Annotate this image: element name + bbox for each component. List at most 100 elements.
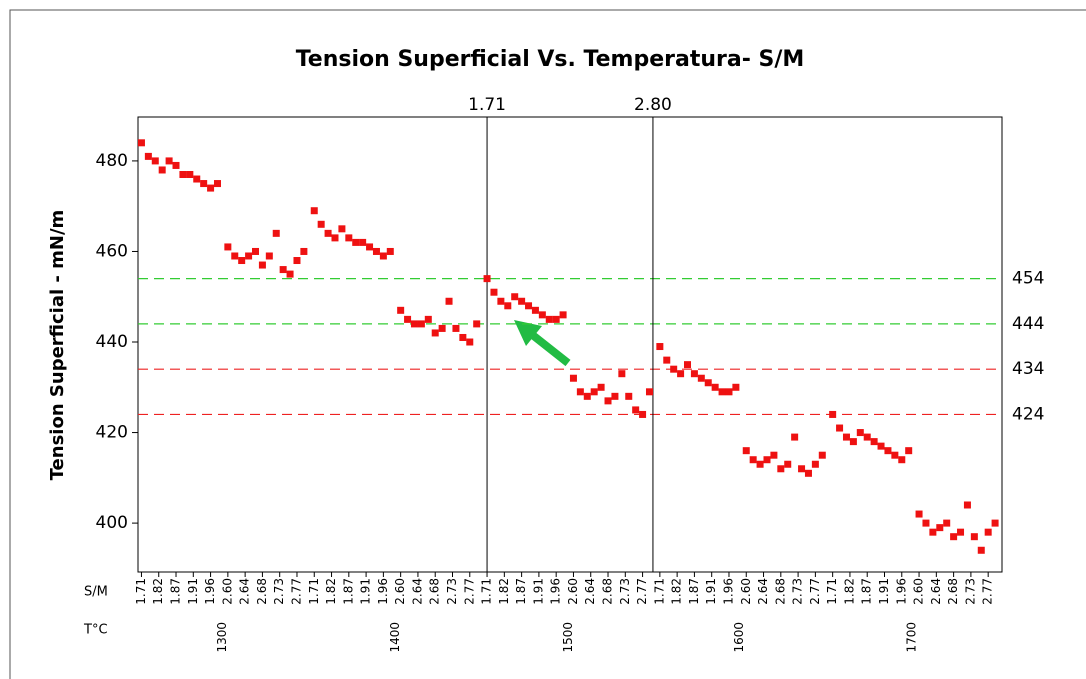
x-tick-label: 2.68 — [773, 578, 787, 605]
x-tick-label: 2.77 — [808, 578, 822, 605]
point — [279, 266, 287, 274]
point — [379, 252, 387, 260]
point — [632, 406, 640, 414]
x-tick-label: 1.96 — [721, 578, 735, 605]
point — [645, 388, 653, 396]
point — [604, 397, 612, 405]
point — [732, 383, 740, 391]
x-tick-label: 1.71 — [307, 578, 321, 605]
point — [770, 451, 778, 459]
point — [310, 207, 318, 215]
x-tick-label: 2.68 — [428, 578, 442, 605]
x-tick-label: 2.73 — [791, 578, 805, 605]
point — [690, 370, 698, 378]
point — [511, 293, 519, 301]
point — [704, 379, 712, 387]
y-tick-label: 480 — [96, 151, 128, 171]
point — [922, 519, 930, 527]
x-tick-label: 2.64 — [583, 578, 597, 605]
point — [200, 180, 208, 188]
point — [711, 383, 719, 391]
point — [625, 392, 633, 400]
point — [504, 302, 512, 310]
x-tick-label: 1.91 — [359, 578, 373, 605]
point — [639, 410, 647, 418]
point — [324, 229, 332, 237]
point — [158, 166, 166, 174]
reference-label: 434 — [1012, 359, 1044, 379]
reference-label: 2.80 — [634, 95, 672, 115]
point — [811, 460, 819, 468]
point — [151, 157, 159, 165]
point — [977, 546, 985, 554]
reference-label: 1.71 — [468, 95, 506, 115]
point — [300, 247, 308, 255]
point — [213, 180, 221, 188]
point — [397, 306, 405, 314]
y-tick-label: 440 — [96, 332, 128, 352]
point — [137, 139, 145, 147]
point — [366, 243, 374, 251]
x-tick-label: 1.87 — [514, 578, 528, 605]
point — [763, 456, 771, 464]
point — [984, 528, 992, 536]
point — [863, 433, 871, 441]
point — [877, 442, 885, 450]
x-tick-label: 1.71 — [825, 578, 839, 605]
point — [915, 510, 923, 518]
point — [804, 469, 812, 477]
x-tick-label: 1.87 — [687, 578, 701, 605]
x-tick-label: 1.91 — [877, 578, 891, 605]
point — [552, 315, 560, 323]
point — [179, 170, 187, 178]
x-tick-label: 2.77 — [635, 578, 649, 605]
x-tick-label: 1.82 — [497, 578, 511, 605]
point — [193, 175, 201, 183]
point — [545, 315, 553, 323]
x-tick-label: 2.60 — [912, 578, 926, 605]
point — [818, 451, 826, 459]
point — [518, 297, 526, 305]
point — [424, 315, 432, 323]
point — [286, 270, 294, 278]
point — [663, 356, 671, 364]
x-tick-label: 2.77 — [462, 578, 476, 605]
x-tick-label: 2.64 — [756, 578, 770, 605]
point — [466, 338, 474, 346]
x2-tick-label: 1400 — [388, 622, 402, 653]
x-tick-label: 2.60 — [566, 578, 580, 605]
reference-label: 454 — [1012, 269, 1044, 289]
x2-tick-label: 1600 — [732, 622, 746, 653]
point — [538, 311, 546, 319]
point — [697, 374, 705, 382]
x-tick-label: 2.64 — [238, 578, 252, 605]
point — [677, 370, 685, 378]
point — [459, 333, 467, 341]
x-tick-label: 1.87 — [860, 578, 874, 605]
x-tick-label: 2.64 — [410, 578, 424, 605]
point — [186, 170, 194, 178]
point — [483, 275, 491, 283]
point — [531, 306, 539, 314]
point — [165, 157, 173, 165]
point — [929, 528, 937, 536]
point — [777, 465, 785, 473]
point — [445, 297, 453, 305]
x2-tick-label: 1300 — [215, 622, 229, 653]
point — [272, 229, 280, 237]
point — [597, 383, 605, 391]
point — [490, 288, 498, 296]
point — [798, 465, 806, 473]
point — [172, 161, 180, 169]
point — [386, 247, 394, 255]
x-tick-label: 2.73 — [618, 578, 632, 605]
point — [417, 320, 425, 328]
plot-area — [137, 116, 1003, 573]
x-tick-label: 1.91 — [704, 578, 718, 605]
x-tick-label: 2.77 — [981, 578, 995, 605]
point — [849, 438, 857, 446]
x-tick-label: 1.96 — [549, 578, 563, 605]
x-tick-label: 2.60 — [393, 578, 407, 605]
point — [742, 447, 750, 455]
